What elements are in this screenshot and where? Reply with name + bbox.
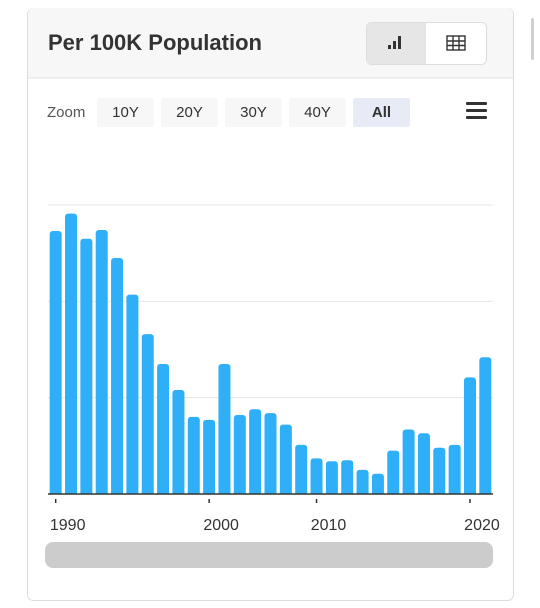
zoom-button[interactable]	[97, 98, 154, 127]
zoom-button[interactable]	[353, 98, 410, 127]
bar	[356, 469, 369, 497]
bar	[417, 433, 430, 497]
bar-icon	[388, 36, 401, 49]
bar	[463, 377, 476, 497]
bar	[80, 238, 93, 497]
zoom-label: Zoom	[47, 104, 85, 121]
bar	[325, 461, 338, 497]
bar	[279, 424, 292, 497]
bar	[233, 415, 246, 497]
bar	[111, 257, 124, 497]
bar	[65, 213, 78, 498]
navigator-scrollbar[interactable]	[45, 542, 493, 568]
bar	[387, 450, 400, 497]
bar	[126, 294, 139, 497]
bar	[310, 458, 323, 497]
menu-icon[interactable]	[466, 102, 487, 119]
bar	[203, 419, 216, 497]
page-scrollbar	[531, 18, 534, 60]
bar	[141, 334, 154, 497]
plot-cover	[47, 494, 494, 499]
bar	[448, 444, 461, 497]
bar	[295, 444, 308, 497]
bar	[249, 409, 262, 497]
zoom-button[interactable]	[161, 98, 218, 127]
zoom-button-label: All	[372, 104, 391, 121]
bar	[341, 460, 354, 497]
chart-title: Per 100K Population	[48, 30, 262, 55]
table-view-button[interactable]	[427, 23, 486, 64]
x-tick-label: 2020	[464, 517, 500, 534]
bar	[433, 447, 446, 497]
bar	[479, 357, 492, 497]
table-icon	[446, 35, 466, 51]
bar	[402, 429, 415, 497]
zoom-button[interactable]	[289, 98, 346, 127]
chart-view-button[interactable]	[367, 23, 426, 64]
zoom-button-label: 40Y	[304, 104, 331, 121]
zoom-button[interactable]	[225, 98, 282, 127]
bar	[49, 231, 62, 497]
x-tick-label: 2000	[203, 517, 239, 534]
zoom-button-label: 20Y	[176, 104, 203, 121]
bar	[157, 363, 170, 497]
bar	[95, 230, 108, 497]
bar	[187, 416, 200, 497]
bar	[218, 363, 231, 497]
bar	[371, 473, 384, 497]
x-tick-label: 1990	[50, 517, 86, 534]
bar	[264, 413, 277, 497]
x-tick-label: 2010	[311, 517, 347, 534]
bar	[172, 389, 185, 497]
zoom-button-label: 30Y	[240, 104, 267, 121]
zoom-button-label: 10Y	[112, 104, 139, 121]
